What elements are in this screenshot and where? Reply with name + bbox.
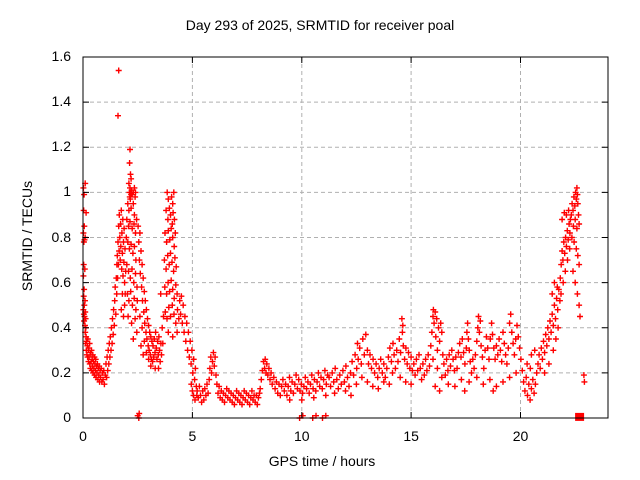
y-tick-label: 0.8 <box>51 228 71 245</box>
y-tick-label: 0.2 <box>51 363 71 380</box>
grid-lines <box>83 57 608 418</box>
x-axis-label: GPS time / hours <box>268 453 376 469</box>
y-tick-label: 1 <box>63 183 71 200</box>
y-tick-label: 0 <box>63 409 71 425</box>
y-tick-label: 1.4 <box>51 93 71 110</box>
x-tick-label: 15 <box>403 428 419 444</box>
square-marker-flagged-zero <box>575 412 585 421</box>
x-tick-label: 20 <box>512 428 529 444</box>
y-tick-label: 0.6 <box>51 273 71 290</box>
y-tick-label: 1.6 <box>51 48 71 64</box>
x-tick-label: 10 <box>293 428 310 444</box>
x-tick-label: 0 <box>79 428 87 444</box>
x-tick-label: 5 <box>188 428 197 444</box>
plot-border <box>82 56 609 419</box>
scatter-points-srmtid <box>80 67 588 421</box>
y-tick-label: 0.4 <box>51 318 71 335</box>
y-tick-label: 1.2 <box>51 138 71 155</box>
chart-title: Day 293 of 2025, SRMTID for receiver poa… <box>185 17 455 33</box>
